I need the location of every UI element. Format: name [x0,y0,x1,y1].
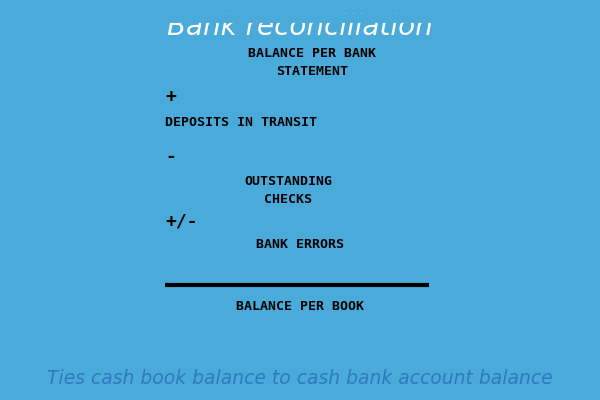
Text: -: - [166,148,176,166]
Text: Bank reconciliation: Bank reconciliation [167,13,433,41]
Text: Ties cash book balance to cash bank account balance: Ties cash book balance to cash bank acco… [47,370,553,388]
Text: +/-: +/- [166,212,198,230]
Text: BALANCE PER BOOK: BALANCE PER BOOK [236,300,364,314]
Text: DEPOSITS IN TRANSIT: DEPOSITS IN TRANSIT [166,116,317,129]
Text: OUTSTANDING
CHECKS: OUTSTANDING CHECKS [244,175,332,206]
Text: BANK ERRORS: BANK ERRORS [256,238,344,251]
Text: BALANCE PER BANK
STATEMENT: BALANCE PER BANK STATEMENT [248,47,376,78]
Text: +: + [166,88,176,106]
